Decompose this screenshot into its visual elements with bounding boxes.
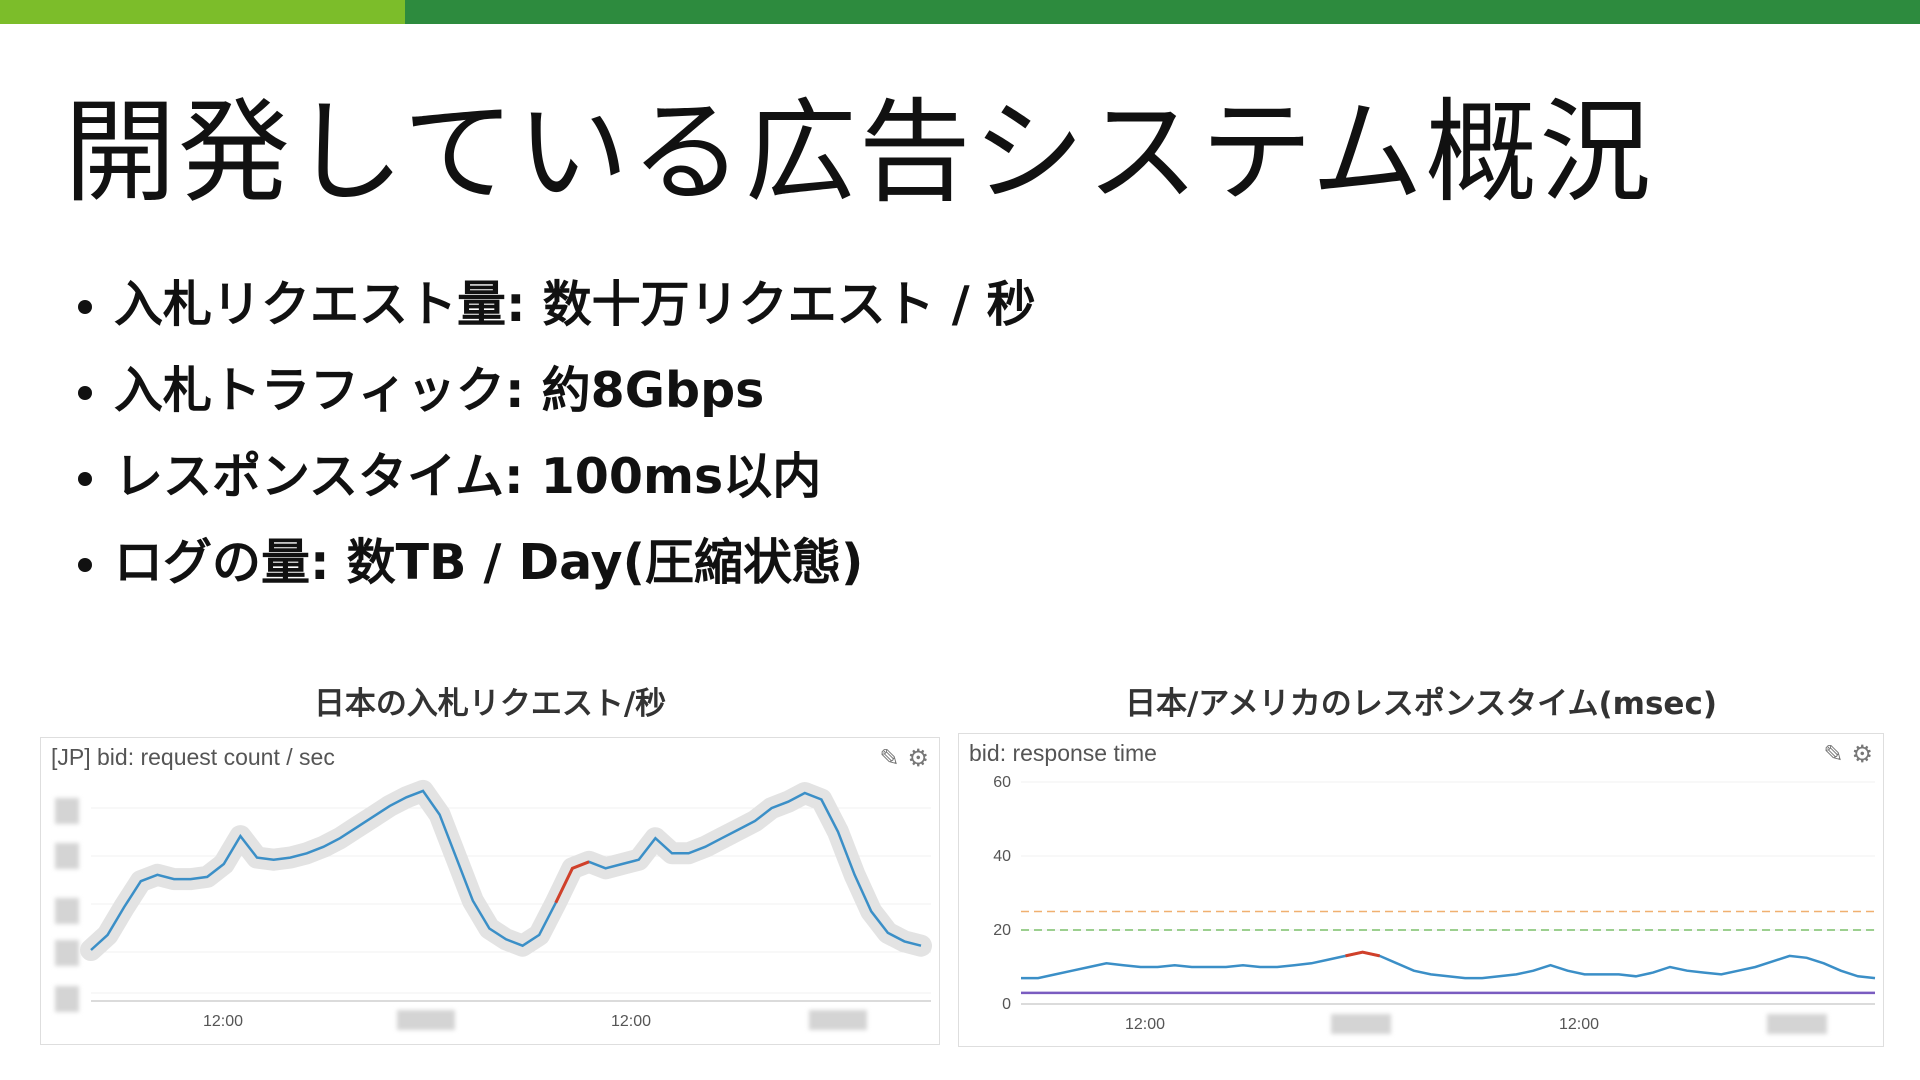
spike-marker xyxy=(554,860,590,904)
right-chart-heading: 日本/アメリカのレスポンスタイム(msec) xyxy=(1124,686,1718,722)
y-tick-60: 60 xyxy=(993,774,1011,791)
left-chart-svg: 12:00 12:00 xyxy=(55,779,932,1030)
right-grid xyxy=(1021,781,1875,1005)
right-chart-svg: 60 40 20 0 12:00 12:00 xyxy=(993,774,1876,1034)
request-count-line xyxy=(90,789,922,951)
pencil-icon[interactable]: ✎ xyxy=(879,744,900,772)
gear-icon[interactable]: ⚙ xyxy=(907,744,929,772)
spike-marker xyxy=(1345,950,1381,958)
bullet-item: 入札トラフィック: 約8Gbps xyxy=(72,348,1036,434)
y-tick-0: 0 xyxy=(1002,996,1011,1013)
left-x-tick: 12:00 xyxy=(611,1013,651,1030)
bullet-list: 入札リクエスト量: 数十万リクエスト / 秒 入札トラフィック: 約8Gbps … xyxy=(72,262,1036,606)
blurred-x-label xyxy=(397,1010,455,1030)
blurred-x-label xyxy=(1331,1014,1391,1034)
blurred-x-label xyxy=(1767,1014,1827,1034)
slide-title: 開発している広告システム概況 xyxy=(64,88,1654,218)
blurred-y-labels xyxy=(55,798,79,1012)
left-chart-heading: 日本の入札リクエスト/秒 xyxy=(313,686,667,722)
response-time-line xyxy=(1021,950,1876,980)
right-panel-icons: ✎ ⚙ xyxy=(1815,740,1873,768)
bullet-item: 入札リクエスト量: 数十万リクエスト / 秒 xyxy=(72,262,1036,348)
pencil-icon[interactable]: ✎ xyxy=(1823,740,1844,768)
accent-bar-light xyxy=(0,0,405,24)
left-x-tick: 12:00 xyxy=(203,1013,243,1030)
left-chart-panel: [JP] bid: request count / sec ✎ ⚙ 12:00 1… xyxy=(40,737,940,1045)
right-chart-panel: bid: response time ✎ ⚙ 60 40 20 0 12:00 1… xyxy=(958,733,1884,1047)
right-x-tick: 12:00 xyxy=(1559,1016,1599,1033)
y-tick-40: 40 xyxy=(993,848,1011,865)
bullet-item: ログの量: 数TB / Day(圧縮状態) xyxy=(72,520,1036,606)
left-panel-title: [JP] bid: request count / sec xyxy=(51,744,335,770)
gear-icon[interactable]: ⚙ xyxy=(1851,740,1873,768)
bullet-item: レスポンスタイム: 100ms以内 xyxy=(72,434,1036,520)
left-panel-icons: ✎ ⚙ xyxy=(871,744,929,772)
accent-bar-dark xyxy=(405,0,1920,24)
right-panel-title: bid: response time xyxy=(969,740,1157,766)
left-grid xyxy=(91,807,931,994)
blurred-x-label xyxy=(809,1010,867,1030)
y-tick-20: 20 xyxy=(993,922,1011,939)
right-x-tick: 12:00 xyxy=(1125,1016,1165,1033)
top-accent-bar xyxy=(0,0,1920,24)
